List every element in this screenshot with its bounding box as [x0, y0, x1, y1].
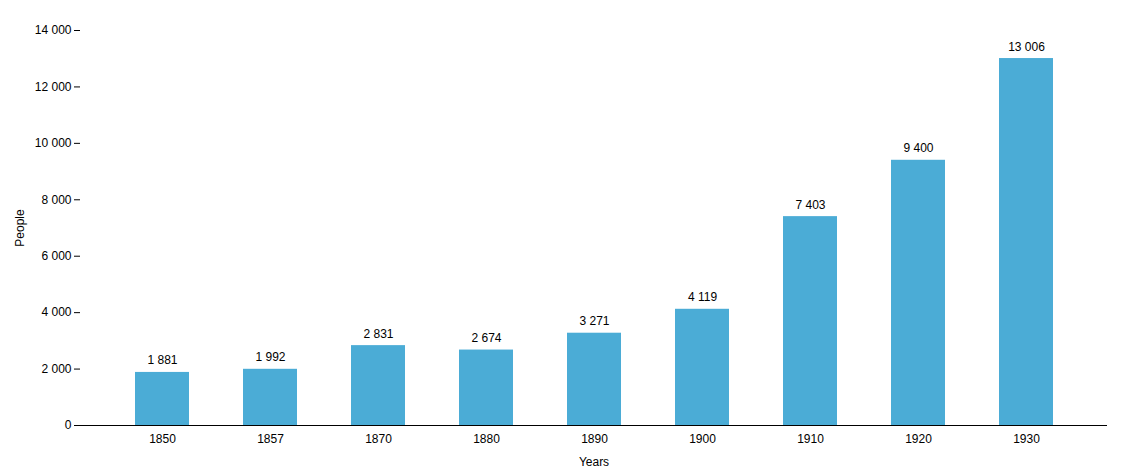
svg-text:14 000: 14 000 — [35, 23, 72, 37]
svg-text:2 000: 2 000 — [41, 362, 71, 376]
svg-text:Years: Years — [579, 455, 609, 469]
svg-text:1900: 1900 — [689, 432, 716, 446]
svg-text:10 000: 10 000 — [35, 136, 72, 150]
svg-text:1910: 1910 — [797, 432, 824, 446]
svg-text:12 000: 12 000 — [35, 80, 72, 94]
svg-text:1880: 1880 — [473, 432, 500, 446]
svg-text:4 000: 4 000 — [41, 305, 71, 319]
svg-text:6 000: 6 000 — [41, 249, 71, 263]
svg-text:13 006: 13 006 — [1008, 40, 1045, 54]
svg-text:1 881: 1 881 — [147, 353, 177, 367]
svg-text:7 403: 7 403 — [795, 198, 825, 212]
svg-text:0: 0 — [65, 418, 72, 432]
svg-text:3 271: 3 271 — [579, 314, 609, 328]
svg-text:1857: 1857 — [257, 432, 284, 446]
svg-text:1930: 1930 — [1013, 432, 1040, 446]
svg-text:People: People — [13, 209, 27, 247]
svg-text:4 119: 4 119 — [688, 290, 717, 304]
svg-text:2 674: 2 674 — [471, 331, 501, 345]
svg-text:1890: 1890 — [581, 432, 608, 446]
svg-text:2 831: 2 831 — [363, 327, 393, 341]
svg-text:8 000: 8 000 — [41, 193, 71, 207]
svg-text:1850: 1850 — [149, 432, 176, 446]
svg-text:9 400: 9 400 — [903, 141, 933, 155]
svg-text:1870: 1870 — [365, 432, 392, 446]
svg-text:1 992: 1 992 — [255, 350, 285, 364]
svg-text:1920: 1920 — [905, 432, 932, 446]
